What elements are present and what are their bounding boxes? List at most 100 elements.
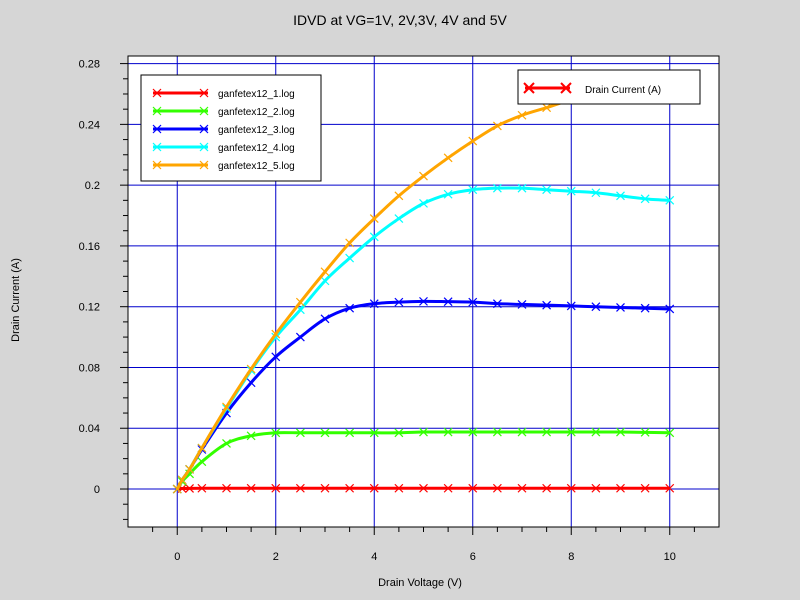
x-tick-label: 10 [664, 551, 676, 563]
y-tick-label: 0.08 [79, 362, 100, 374]
data-point [640, 194, 650, 204]
data-point [517, 110, 527, 120]
data-point [419, 427, 428, 437]
data-point [468, 136, 478, 146]
data-point [591, 483, 601, 493]
legend-marker [199, 160, 209, 170]
data-point [665, 304, 675, 314]
data-point [246, 483, 256, 493]
legend-marker [199, 142, 209, 152]
data-point [443, 297, 453, 307]
data-point [566, 301, 576, 311]
y-tick-label: 0.16 [79, 241, 100, 253]
data-point [345, 303, 355, 313]
legend-marker [152, 142, 162, 152]
legend-item: ganfetex12_3.log [152, 124, 295, 136]
data-point [320, 483, 330, 493]
data-point [517, 483, 527, 493]
y-tick-label: 0.04 [79, 423, 100, 435]
data-point [222, 483, 231, 493]
legend-item: ganfetex12_1.log [152, 88, 295, 100]
data-point [492, 299, 502, 309]
data-point [246, 431, 256, 441]
data-point [394, 428, 404, 438]
data-point [419, 171, 428, 181]
data-point [665, 483, 675, 493]
data-point [295, 297, 305, 307]
data-point [369, 232, 379, 242]
secondary-legend-marker [560, 82, 572, 94]
axis-ticks [120, 63, 695, 535]
legend-label: ganfetex12_5.log [218, 161, 295, 172]
series-1 [172, 483, 675, 494]
data-point [345, 483, 355, 493]
data-point [640, 303, 650, 313]
data-point [320, 276, 330, 286]
data-point [640, 483, 650, 493]
legend-item: ganfetex12_5.log [152, 160, 295, 172]
x-tick-label: 0 [174, 551, 180, 563]
data-point [185, 483, 194, 493]
secondary-legend-marker [523, 82, 535, 94]
data-point [271, 329, 281, 339]
data-point [197, 457, 207, 467]
data-point [665, 195, 675, 205]
y-tick-label: 0.2 [85, 180, 100, 192]
data-point [468, 427, 478, 437]
data-point [542, 483, 552, 493]
legend-marker [152, 106, 162, 116]
data-point [271, 352, 281, 362]
secondary-legend: Drain Current (A) [517, 69, 701, 105]
legend-item: ganfetex12_2.log [152, 106, 295, 118]
data-point [197, 443, 207, 453]
data-point [542, 103, 552, 113]
data-point [185, 464, 194, 474]
data-point [394, 297, 404, 307]
y-tick-label: 0.24 [79, 119, 100, 131]
data-point [616, 191, 625, 201]
legend-marker [152, 124, 162, 134]
series-2 [172, 427, 675, 494]
data-point [517, 183, 527, 193]
legend-marker [199, 88, 209, 98]
data-point [443, 189, 453, 199]
data-point [172, 484, 182, 494]
data-point [197, 483, 207, 493]
data-point [566, 427, 576, 437]
data-point [246, 378, 256, 388]
legend-label: ganfetex12_1.log [218, 89, 295, 100]
data-point [295, 428, 305, 438]
data-point [665, 428, 675, 438]
data-point [443, 483, 453, 493]
legend-label: ganfetex12_3.log [218, 125, 295, 136]
data-point [271, 483, 281, 493]
legend-label: ganfetex12_4.log [218, 143, 295, 154]
data-point [616, 303, 625, 312]
data-point [369, 214, 379, 223]
x-tick-label: 8 [568, 551, 574, 563]
data-point [542, 300, 552, 310]
data-point [492, 427, 502, 437]
data-point [591, 302, 601, 312]
secondary-legend-label: Drain Current (A) [585, 85, 661, 96]
x-tick-label: 4 [371, 551, 377, 563]
data-point [419, 296, 428, 306]
data-point [320, 267, 330, 277]
legend-marker [152, 88, 162, 98]
legend-label: ganfetex12_2.log [218, 107, 295, 118]
legend: ganfetex12_1.log ganfetex12_2.log ganfetex… [140, 74, 322, 182]
chart-title: IDVD at VG=1V, 2V,3V, 4V and 5V [293, 12, 507, 28]
data-point [468, 297, 478, 307]
data-point [369, 299, 379, 309]
data-point [492, 121, 502, 131]
data-point [177, 475, 187, 485]
y-tick-label: 0 [94, 484, 100, 496]
data-point [320, 314, 330, 324]
y-tick-label: 0.12 [79, 302, 100, 314]
data-point [419, 483, 428, 493]
data-point [616, 483, 625, 493]
data-point [616, 427, 625, 437]
data-point [369, 428, 379, 438]
data-point [566, 186, 576, 196]
data-point [443, 153, 453, 163]
